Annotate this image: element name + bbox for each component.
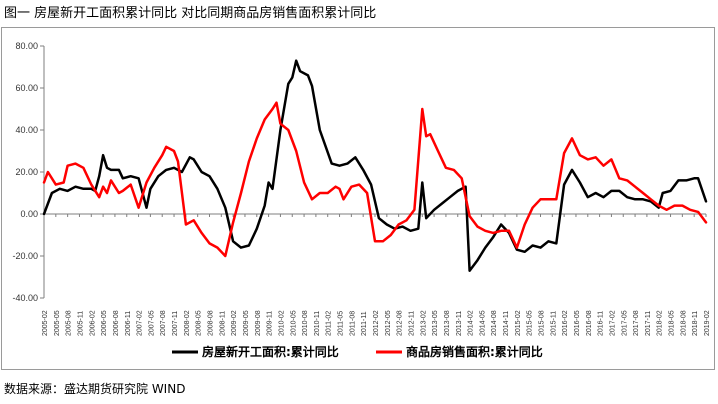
x-tick-label: 2009-11 (267, 311, 274, 336)
x-tick-label: 2005-05 (54, 310, 61, 336)
chart-series (42, 59, 708, 272)
x-tick-label: 2014-02 (468, 310, 475, 336)
x-tick-label: 2012-05 (385, 310, 392, 336)
x-tick-label: 2008-02 (184, 310, 191, 336)
x-tick-label: 2012-02 (373, 310, 380, 336)
x-tick-label: 2018-02 (657, 310, 664, 336)
x-tick-label: 2008-05 (196, 310, 203, 336)
x-tick-label: 2005-02 (42, 310, 49, 336)
x-tick-label: 2016-08 (586, 310, 593, 336)
x-tick-label: 2007-02 (137, 310, 144, 336)
x-tick-label: 2017-05 (621, 310, 628, 336)
x-tick-label: 2007-05 (148, 310, 155, 336)
x-tick-label: 2018-08 (680, 310, 687, 336)
x-tick-label: 2015-02 (515, 310, 522, 336)
x-tick-label: 2011-02 (326, 311, 333, 336)
x-tick-label: 2006-11 (125, 311, 132, 336)
y-tick-label: 20.00 (15, 167, 38, 177)
y-tick-label: 0.00 (20, 209, 38, 219)
x-tick-label: 2008-08 (208, 310, 215, 336)
x-tick-label: 2011-08 (349, 311, 356, 336)
x-tick-label: 2015-11 (550, 311, 557, 336)
x-tick-label: 2014-11 (503, 311, 510, 336)
x-tick-label: 2005-08 (66, 310, 73, 336)
x-tick-label: 2006-05 (101, 310, 108, 336)
x-tick-label: 2017-02 (609, 310, 616, 336)
x-tick-label: 2016-05 (574, 310, 581, 336)
x-tick-label: 2010-05 (290, 310, 297, 336)
x-tick-label: 2009-02 (231, 310, 238, 336)
x-tick-label: 2009-05 (243, 310, 250, 336)
y-tick-label: 60.00 (15, 83, 38, 93)
chart-title: 图一 房屋新开工面积累计同比 对比同期商品房销售面积累计同比 (4, 6, 377, 21)
data-source-note: 数据来源：盛达期货研究院 WIND (4, 382, 186, 396)
x-tick-label: 2011-11 (361, 311, 368, 336)
x-tick-label: 2013-02 (420, 310, 427, 336)
legend-label-2: 商品房销售面积:累计同比 (406, 344, 543, 359)
x-tick-label: 2012-11 (408, 311, 415, 336)
x-tick-label: 2017-08 (633, 310, 640, 336)
x-tick-label: 2005-11 (77, 311, 84, 336)
y-tick-label: -40.00 (12, 293, 38, 303)
x-tick-label: 2013-11 (456, 311, 463, 336)
x-tick-label: 2015-08 (539, 310, 546, 336)
x-tick-label: 2008-11 (219, 311, 226, 336)
x-tick-label: 2015-05 (527, 310, 534, 336)
x-tick-label: 2010-08 (302, 310, 309, 336)
x-tick-label: 2014-05 (479, 310, 486, 336)
x-tick-label: 2018-05 (669, 310, 676, 336)
chart-legend: 房屋新开工面积:累计同比 商品房销售面积:累计同比 (172, 344, 543, 359)
x-tick-label: 2013-08 (444, 310, 451, 336)
x-tick-label: 2017-11 (645, 311, 652, 336)
x-tick-label: 2010-11 (314, 311, 321, 336)
y-tick-label: 80.00 (15, 41, 38, 51)
x-tick-label: 2007-11 (172, 311, 179, 336)
x-tick-label: 2016-11 (598, 311, 605, 336)
x-tick-label: 2019-02 (704, 310, 711, 336)
y-tick-label: -20.00 (12, 251, 38, 261)
chart-axes: -40.00 -20.00 0.00 20.00 40.00 60.00 80.00 2005… (12, 41, 711, 336)
x-tick-label: 2013-05 (432, 310, 439, 336)
legend-label-1: 房屋新开工面积:累计同比 (202, 344, 339, 359)
x-tick-label: 2007-08 (160, 310, 167, 336)
x-tick-label: 2006-08 (113, 310, 120, 336)
y-tick-label: 40.00 (15, 125, 38, 135)
x-tick-label: 2006-02 (89, 310, 96, 336)
x-tick-label: 2012-08 (397, 310, 404, 336)
x-tick-label: 2010-02 (278, 310, 285, 336)
chart-frame (1, 27, 715, 370)
x-tick-label: 2018-11 (692, 311, 699, 336)
x-tick-label: 2009-08 (255, 310, 262, 336)
x-tick-label: 2014-08 (491, 310, 498, 336)
series-line-2 (42, 101, 708, 258)
x-tick-label: 2011-05 (338, 311, 345, 336)
x-tick-label: 2016-02 (562, 310, 569, 336)
